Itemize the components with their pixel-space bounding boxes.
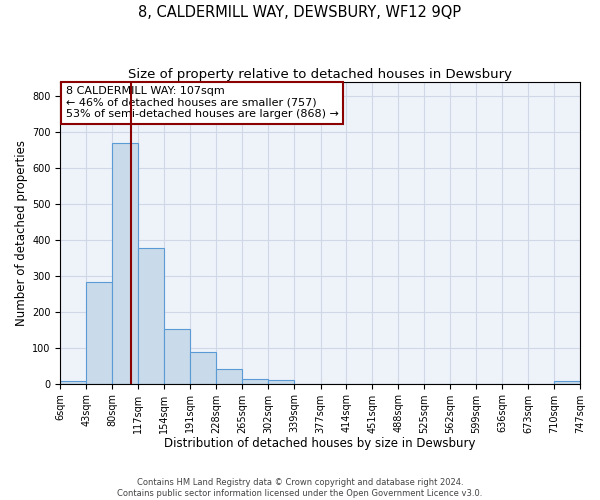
Text: Contains HM Land Registry data © Crown copyright and database right 2024.
Contai: Contains HM Land Registry data © Crown c… bbox=[118, 478, 482, 498]
Bar bbox=[190, 352, 216, 384]
Bar bbox=[86, 282, 112, 384]
Bar bbox=[216, 369, 242, 384]
X-axis label: Distribution of detached houses by size in Dewsbury: Distribution of detached houses by size … bbox=[164, 437, 476, 450]
Title: Size of property relative to detached houses in Dewsbury: Size of property relative to detached ho… bbox=[128, 68, 512, 80]
Bar bbox=[554, 380, 580, 384]
Bar bbox=[138, 248, 164, 384]
Bar bbox=[61, 380, 86, 384]
Bar bbox=[268, 380, 294, 384]
Bar bbox=[164, 328, 190, 384]
Bar bbox=[242, 380, 268, 384]
Y-axis label: Number of detached properties: Number of detached properties bbox=[15, 140, 28, 326]
Text: 8 CALDERMILL WAY: 107sqm
← 46% of detached houses are smaller (757)
53% of semi-: 8 CALDERMILL WAY: 107sqm ← 46% of detach… bbox=[65, 86, 338, 120]
Bar bbox=[112, 144, 138, 384]
Text: 8, CALDERMILL WAY, DEWSBURY, WF12 9QP: 8, CALDERMILL WAY, DEWSBURY, WF12 9QP bbox=[139, 5, 461, 20]
